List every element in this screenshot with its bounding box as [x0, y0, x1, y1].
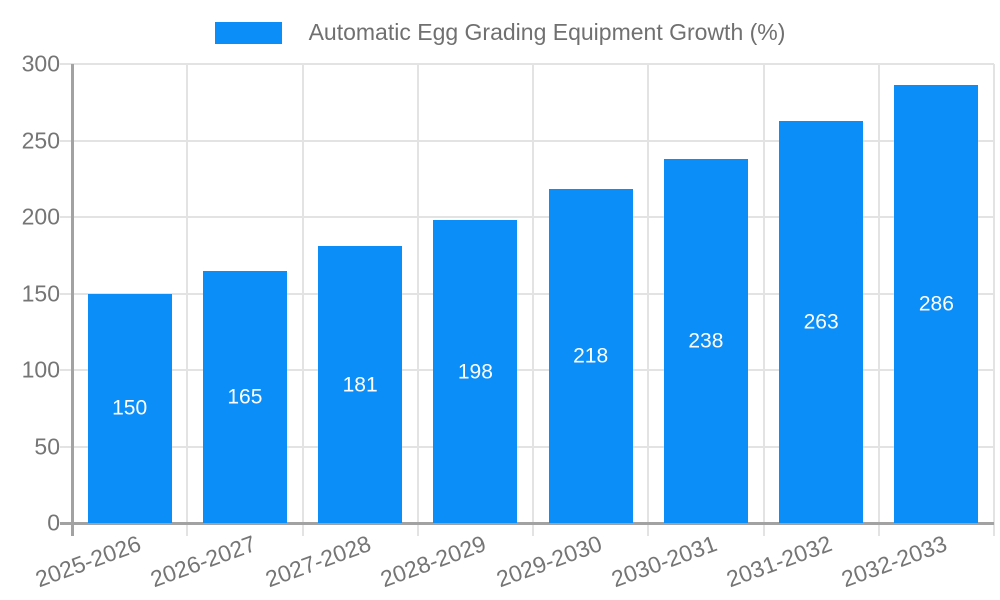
- y-axis-line: [71, 64, 74, 536]
- y-gridline: [60, 292, 994, 295]
- bar-2031-2032[interactable]: [779, 120, 864, 523]
- x-axis-tick-label: 2029-2030: [492, 530, 605, 593]
- bar-2027-2028[interactable]: [318, 246, 403, 523]
- y-axis-tick-label: 0: [47, 509, 60, 536]
- x-gridline: [301, 64, 304, 536]
- x-axis-tick-label: 2030-2031: [607, 530, 721, 593]
- x-gridline: [186, 64, 189, 536]
- bar-value-label: 286: [918, 292, 954, 316]
- legend-swatch: [214, 21, 282, 44]
- y-axis-tick-label: 200: [21, 203, 60, 230]
- bar-value-label: 165: [227, 385, 263, 409]
- bar-value-label: 181: [342, 373, 378, 397]
- bar-value-label: 238: [688, 329, 724, 353]
- y-gridline: [60, 63, 994, 65]
- y-gridline: [60, 216, 994, 218]
- bar-2028-2029[interactable]: [433, 220, 518, 523]
- x-gridline: [532, 64, 534, 536]
- y-gridline: [60, 139, 994, 142]
- y-axis-tick-label: 250: [21, 127, 60, 153]
- y-axis-tick-label: 100: [21, 356, 60, 383]
- x-axis-line: [60, 522, 994, 525]
- x-axis-tick-label: 2032-2033: [838, 530, 951, 593]
- x-axis-tick-label: 2025-2026: [31, 530, 144, 593]
- x-gridline: [993, 64, 995, 536]
- bar-2026-2027[interactable]: [202, 270, 287, 523]
- legend-label: Automatic Egg Grading Equipment Growth (…: [308, 19, 786, 45]
- y-gridline: [60, 369, 994, 371]
- bar-value-label: 263: [803, 310, 839, 334]
- x-gridline: [762, 64, 765, 536]
- bar-value-label: 150: [112, 396, 148, 420]
- legend[interactable]: Automatic Egg Grading Equipment Growth (…: [0, 21, 1000, 44]
- x-axis-tick-label: 2027-2028: [262, 530, 375, 593]
- bar-value-label: 198: [457, 360, 493, 384]
- x-axis-tick-label: 2031-2032: [723, 530, 836, 593]
- y-axis-tick-label: 150: [21, 280, 60, 306]
- x-axis-tick-label: 2026-2027: [146, 530, 260, 593]
- x-gridline: [877, 64, 880, 536]
- bar-2029-2030[interactable]: [548, 189, 633, 523]
- x-gridline: [416, 64, 419, 536]
- bar-2030-2031[interactable]: [663, 158, 748, 523]
- bar-2032-2033[interactable]: [894, 85, 979, 523]
- x-axis-tick-label: 2028-2029: [377, 530, 490, 593]
- bar-2025-2026[interactable]: [87, 293, 172, 523]
- y-axis-tick-label: 50: [34, 433, 60, 459]
- x-gridline: [647, 64, 650, 536]
- y-gridline: [60, 445, 994, 448]
- bar-value-label: 218: [573, 344, 609, 368]
- y-axis-tick-label: 300: [21, 50, 60, 77]
